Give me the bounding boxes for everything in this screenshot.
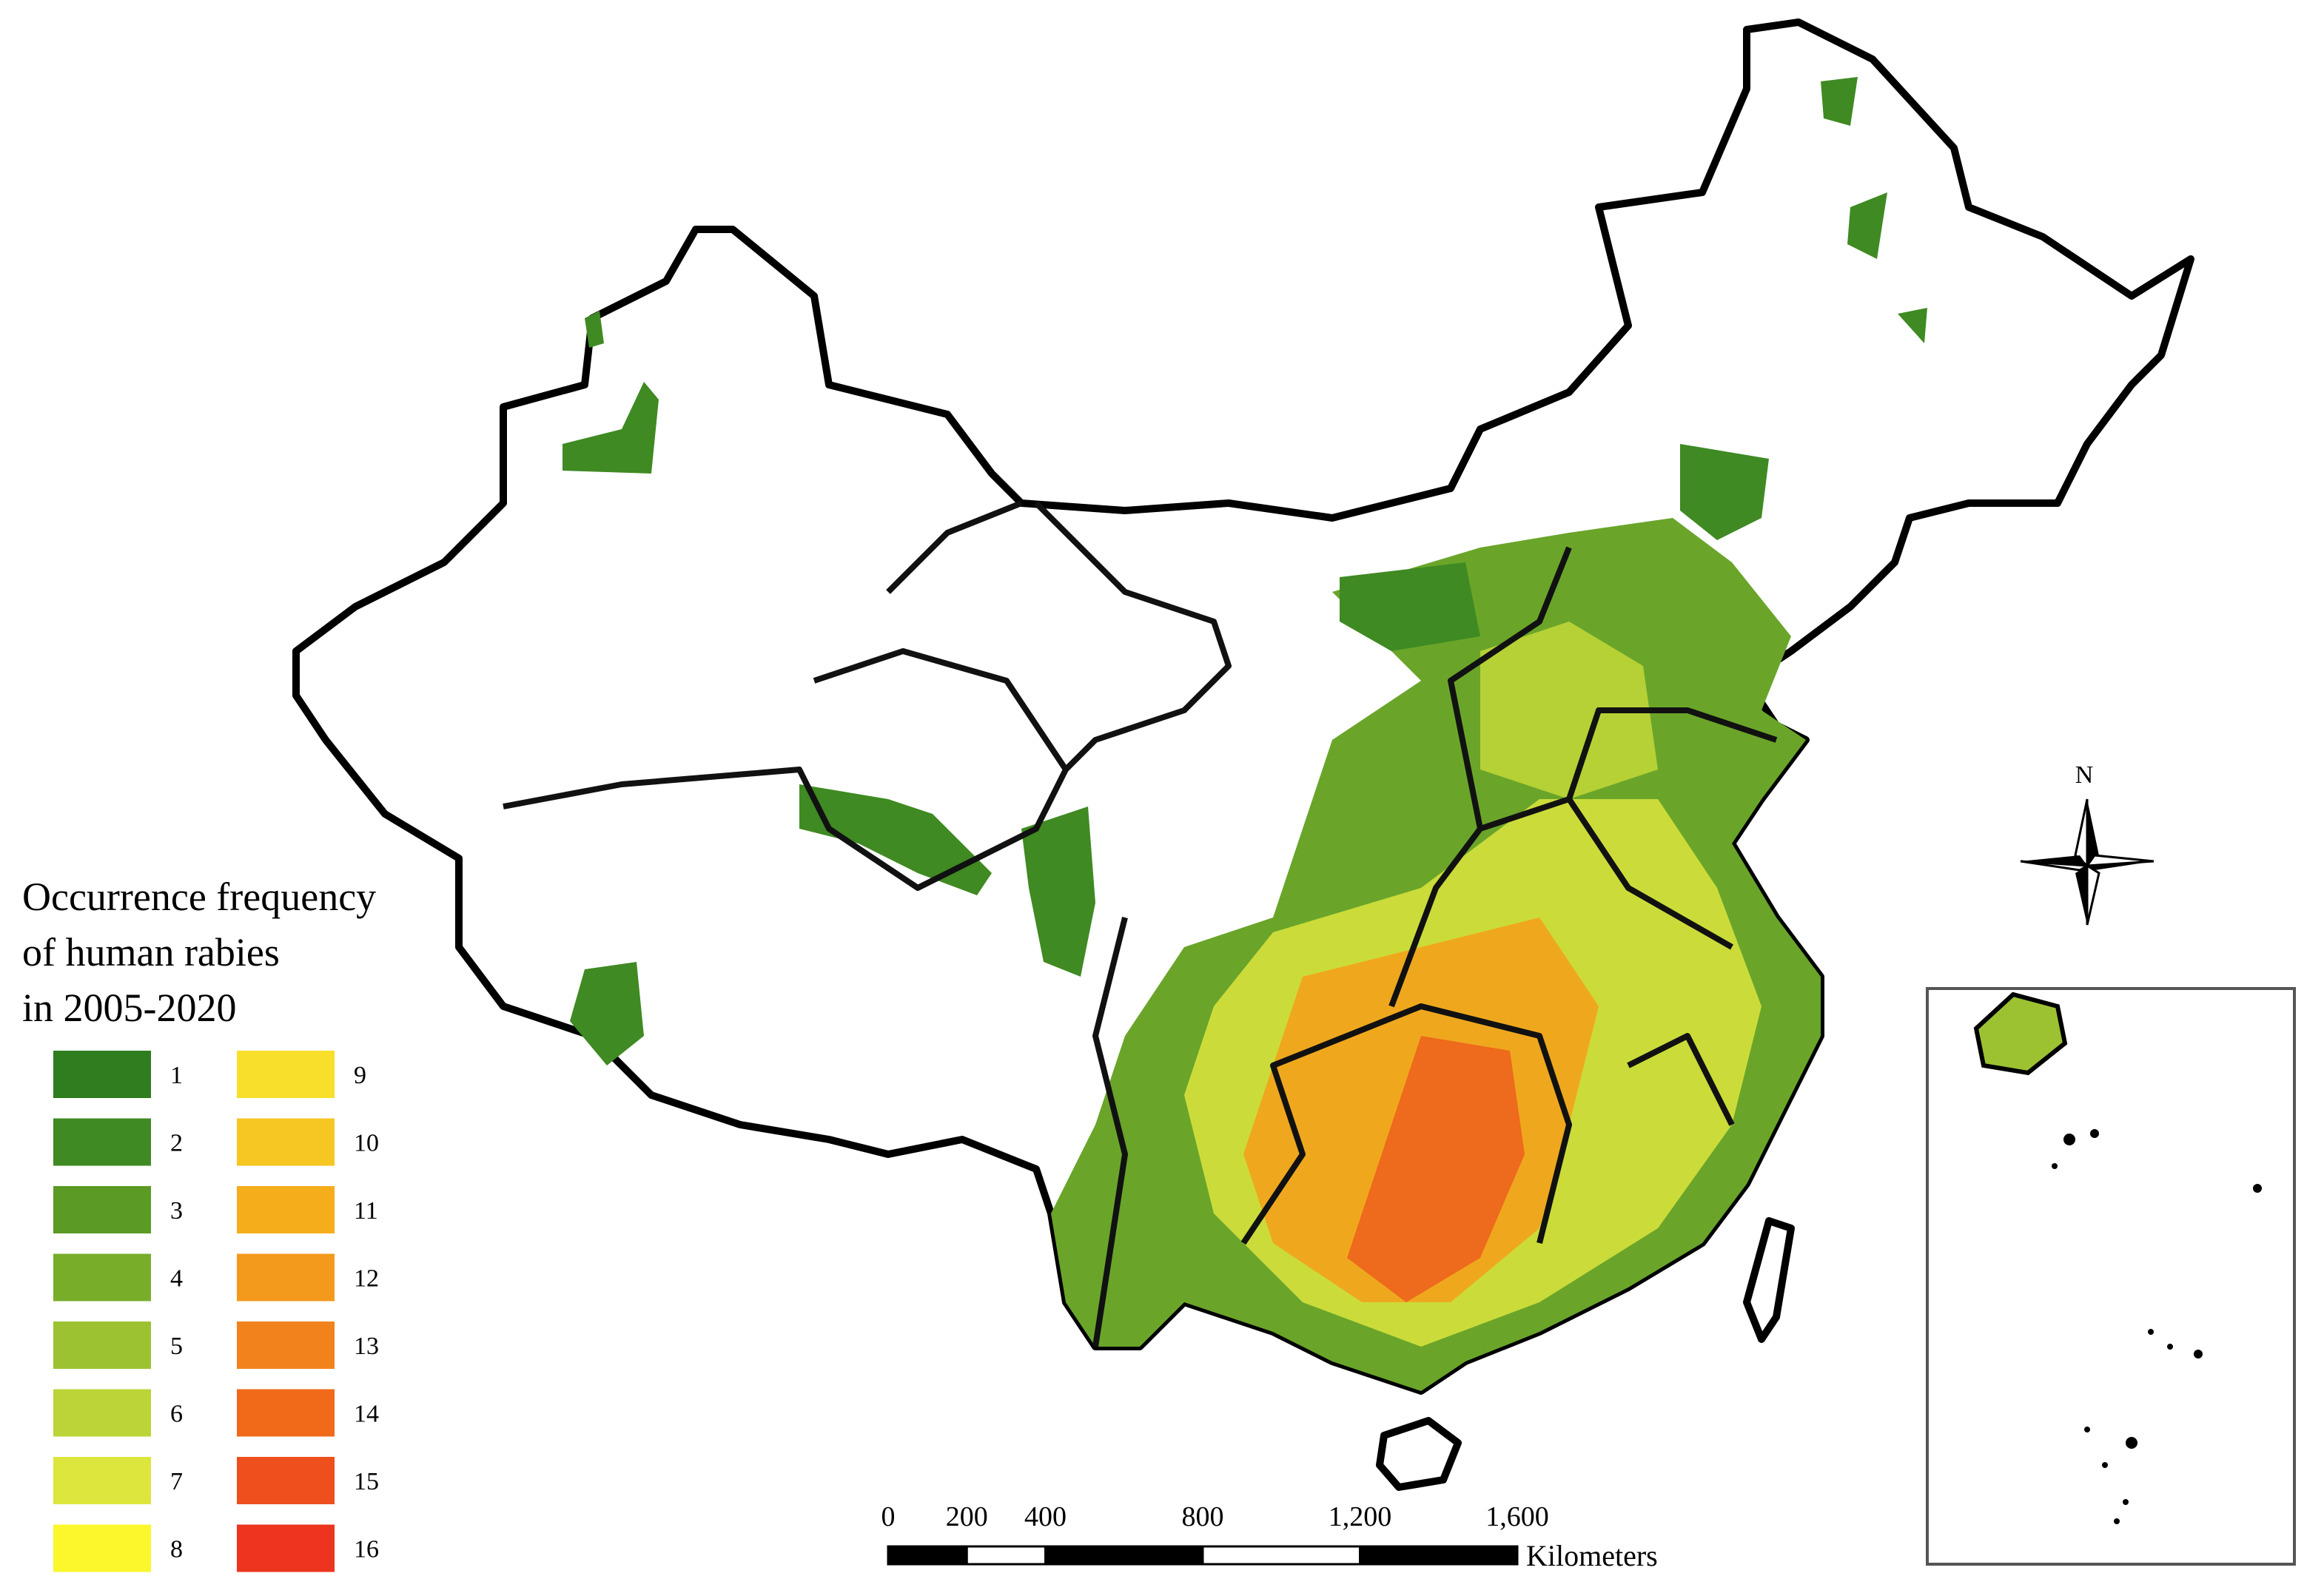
legend-label: 1 <box>170 1062 183 1089</box>
legend-label: 10 <box>354 1130 379 1157</box>
province-border <box>1566 707 1778 801</box>
legend-swatch <box>237 1389 335 1437</box>
patch <box>1847 192 1887 259</box>
scale-segment <box>1359 1545 1519 1566</box>
patch <box>1821 77 1858 126</box>
north-arrow <box>2020 798 2155 926</box>
legend-swatch <box>53 1253 151 1302</box>
scale-label: 0 <box>881 1501 896 1532</box>
legend-label: 13 <box>354 1333 379 1360</box>
legend-title: of human rabies <box>22 930 280 974</box>
scale-bar: 0 200 400 800 1,200 1,600 Kilometers <box>881 1501 1658 1572</box>
taiwan <box>1743 1217 1795 1343</box>
legend-swatch <box>53 1389 151 1437</box>
inset-islands <box>2052 1129 2262 1524</box>
province-border <box>1240 1003 1572 1245</box>
region-red <box>1347 1036 1525 1302</box>
legend-label: 15 <box>354 1468 379 1495</box>
scale-label: 800 <box>1182 1501 1224 1532</box>
scale-segment <box>1201 1545 1361 1566</box>
legend-swatch <box>53 1051 151 1098</box>
legend-label: 16 <box>354 1536 379 1563</box>
inset-frame <box>1926 987 2296 1566</box>
scale-segment <box>887 1545 968 1566</box>
legend-label: 8 <box>170 1536 183 1563</box>
china-outline <box>292 18 2194 1395</box>
legend-label: 12 <box>354 1265 379 1293</box>
inset-hainan <box>1973 991 2068 1076</box>
province-border <box>1448 546 1572 829</box>
scale-segment <box>965 1545 1047 1566</box>
map-layer <box>292 18 2296 1566</box>
patch <box>562 382 659 474</box>
legend-label: 11 <box>354 1197 378 1225</box>
province-border <box>1627 1033 1735 1126</box>
legend: Occurrence frequency of human rabies in 20… <box>22 875 379 1572</box>
legend-swatch <box>237 1321 335 1369</box>
legend-label: 9 <box>354 1062 366 1089</box>
hainan <box>1376 1417 1462 1491</box>
legend-swatch <box>237 1118 335 1166</box>
patch <box>1680 444 1769 540</box>
province-border <box>886 500 1023 594</box>
legend-swatch <box>237 1051 335 1098</box>
legend-label: 5 <box>170 1333 183 1360</box>
legend-swatch <box>237 1186 335 1233</box>
patch <box>1021 807 1095 977</box>
legend-label: 6 <box>170 1401 183 1428</box>
legend-swatch <box>237 1253 335 1302</box>
legend-swatch <box>53 1457 151 1504</box>
north-label: N <box>2075 761 2094 789</box>
legend-swatch <box>53 1321 151 1369</box>
legend-title: Occurrence frequency <box>22 875 376 919</box>
patch <box>799 784 992 895</box>
legend-swatch <box>53 1186 151 1233</box>
scale-segment <box>1044 1545 1204 1566</box>
patch <box>1898 308 1927 343</box>
legend-swatch <box>53 1118 151 1166</box>
legend-swatch <box>237 1524 335 1572</box>
scale-label: 400 <box>1024 1501 1067 1532</box>
legend-label: 14 <box>354 1401 379 1428</box>
scale-label: 200 <box>946 1501 988 1532</box>
legend-label: 2 <box>170 1130 183 1157</box>
province-border <box>1092 917 1128 1347</box>
patch <box>570 962 644 1065</box>
province-border <box>813 648 1069 772</box>
legend-swatch <box>237 1457 335 1504</box>
patch <box>1340 562 1480 651</box>
scale-label: 1,200 <box>1329 1501 1392 1532</box>
scale-label: 1,600 <box>1485 1501 1549 1532</box>
scale-unit: Kilometers <box>1526 1539 1658 1572</box>
legend-title: in 2005-2020 <box>22 986 237 1030</box>
legend-label: 7 <box>170 1468 183 1495</box>
province-border <box>1388 796 1733 1008</box>
legend-swatch <box>53 1524 151 1572</box>
region-yellow-north <box>1480 622 1658 799</box>
patch <box>585 311 604 348</box>
legend-label: 4 <box>170 1265 183 1293</box>
legend-label: 3 <box>170 1197 183 1225</box>
